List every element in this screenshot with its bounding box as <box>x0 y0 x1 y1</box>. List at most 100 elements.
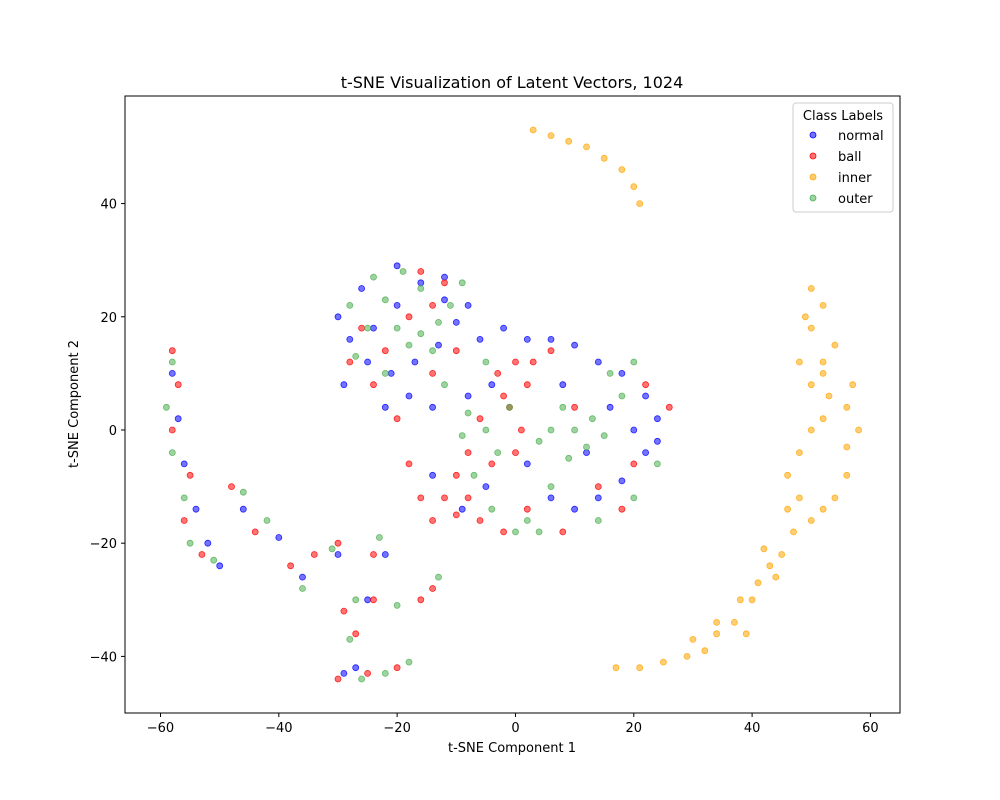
point-ball <box>429 585 437 592</box>
point-outer <box>494 449 502 457</box>
point-outer <box>446 301 454 309</box>
point-ball <box>500 528 508 536</box>
point-normal <box>168 369 176 377</box>
point-outer <box>458 432 466 440</box>
point-normal <box>174 415 182 423</box>
point-inner <box>660 658 667 666</box>
point-ball <box>168 347 176 355</box>
point-ball <box>665 403 673 411</box>
point-inner <box>701 647 709 655</box>
point-ball <box>228 483 235 491</box>
point-outer <box>429 347 437 355</box>
point-outer <box>186 539 194 547</box>
point-outer <box>263 517 271 524</box>
point-normal <box>239 505 247 513</box>
point-outer <box>346 636 354 643</box>
point-ball <box>334 539 342 547</box>
plot-frame <box>124 95 901 714</box>
point-inner <box>819 358 827 366</box>
point-inner <box>547 132 555 140</box>
point-ball <box>405 313 413 321</box>
point-outer <box>559 403 567 411</box>
point-normal <box>405 392 413 400</box>
point-ball <box>512 358 519 366</box>
y-tick-label: −40 <box>90 650 117 665</box>
point-normal <box>642 449 649 457</box>
point-normal <box>216 562 224 570</box>
point-normal <box>346 335 354 343</box>
point-outer <box>168 358 176 366</box>
legend-title: Class Labels <box>803 109 883 124</box>
point-outer <box>630 494 638 502</box>
point-normal <box>334 551 342 558</box>
point-normal <box>393 262 401 270</box>
point-normal <box>606 403 614 411</box>
point-ball <box>441 279 448 287</box>
point-ball <box>168 426 176 434</box>
x-tick-label: −20 <box>383 721 410 736</box>
point-inner <box>748 596 756 604</box>
point-normal <box>571 505 578 513</box>
point-ball <box>393 415 401 423</box>
point-inner <box>731 619 738 626</box>
point-normal <box>476 335 484 343</box>
point-ball <box>429 301 437 309</box>
point-normal <box>393 301 401 309</box>
point-ball <box>370 596 377 604</box>
point-inner <box>843 403 851 411</box>
x-axis: −60 −40 −20 0 20 40 60 <box>147 713 879 736</box>
point-ball <box>452 471 460 479</box>
point-inner <box>801 313 809 321</box>
point-ball <box>523 381 531 389</box>
point-ball <box>180 517 188 524</box>
point-inner <box>683 653 691 660</box>
legend-label-outer: outer <box>838 192 873 207</box>
point-outer <box>512 528 519 536</box>
point-outer <box>381 296 389 304</box>
point-outer <box>358 675 366 683</box>
point-outer <box>594 517 602 524</box>
point-inner <box>772 573 780 581</box>
point-normal <box>435 341 442 349</box>
y-tick-label: 0 <box>109 424 117 439</box>
point-outer <box>346 301 354 309</box>
point-ball <box>523 505 531 513</box>
point-normal <box>452 318 460 326</box>
point-outer <box>589 415 596 423</box>
point-normal <box>192 505 200 513</box>
y-axis-title: t-SNE Component 2 <box>67 340 82 468</box>
point-ball <box>417 268 425 275</box>
point-outer <box>482 358 490 366</box>
point-ball <box>441 494 448 502</box>
x-tick-label: 40 <box>744 721 761 736</box>
point-inner <box>807 517 815 524</box>
x-tick-label: 60 <box>862 721 879 736</box>
plot-area <box>125 96 900 713</box>
point-inner <box>807 324 815 332</box>
point-outer <box>441 381 448 389</box>
point-normal <box>458 505 466 513</box>
point-outer <box>162 403 170 411</box>
point-normal <box>441 296 448 304</box>
legend-box <box>792 102 894 213</box>
point-outer <box>375 534 383 541</box>
point-normal <box>370 324 377 332</box>
point-ball <box>370 381 377 389</box>
point-inner <box>736 596 744 604</box>
point-outer <box>417 285 425 292</box>
point-ball <box>476 517 484 524</box>
point-inner <box>742 630 750 638</box>
point-normal <box>352 664 360 672</box>
point-ball <box>452 511 460 519</box>
point-normal <box>387 369 395 377</box>
point-ball <box>642 381 649 389</box>
point-inner <box>825 392 833 400</box>
point-normal <box>594 358 602 366</box>
point-outer <box>239 488 247 496</box>
point-ball <box>198 551 206 558</box>
point-inner <box>766 562 774 570</box>
point-outer <box>535 437 543 445</box>
point-outer <box>210 556 218 564</box>
point-outer <box>405 658 413 666</box>
point-outer <box>393 602 401 609</box>
